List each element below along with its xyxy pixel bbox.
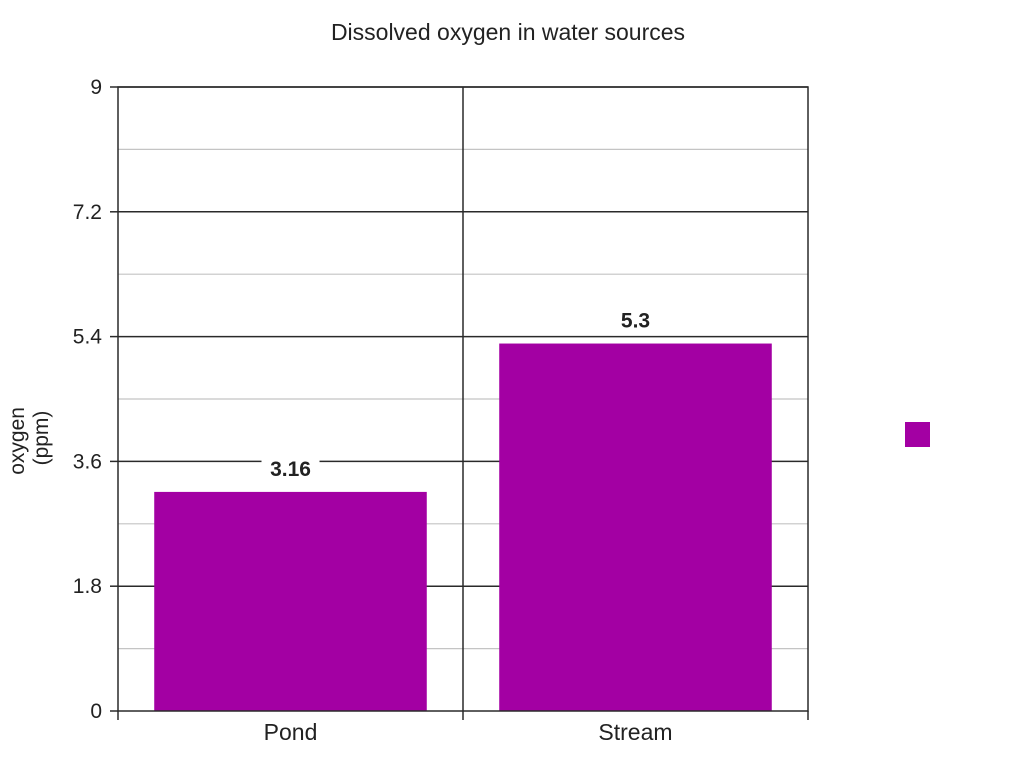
y-tick-label: 1.8 <box>73 575 102 598</box>
value-label-background <box>261 453 320 484</box>
value-label-background <box>612 305 659 336</box>
bar-stream <box>499 343 772 711</box>
y-axis-label-line-2: (ppm) <box>30 411 53 466</box>
y-axis-label: oxygen (ppm) <box>6 401 53 475</box>
bar-pond <box>154 491 427 711</box>
value-labels-group: 3.16 5.3 <box>261 305 659 484</box>
chart-title: Dissolved oxygen in water sources <box>331 19 685 45</box>
y-axis-label-line-1: oxygen <box>6 407 29 475</box>
y-tick-label: 3.6 <box>73 450 102 473</box>
y-tick-label: 5.4 <box>73 326 103 349</box>
x-tick-label: Stream <box>598 719 672 745</box>
x-tick-label: Pond <box>264 719 318 745</box>
bars-group <box>154 343 772 711</box>
value-label: 3.16 <box>270 458 311 481</box>
y-tick-labels-group: 0 1.8 3.6 5.4 7.2 9 <box>73 76 103 723</box>
x-tick-labels-group: Pond Stream <box>264 719 673 745</box>
y-tick-label: 0 <box>90 700 102 723</box>
value-label: 5.3 <box>621 310 650 333</box>
y-tick-label: 9 <box>90 76 102 99</box>
y-tick-label: 7.2 <box>73 201 102 224</box>
axes-group <box>110 86 809 720</box>
legend-swatch <box>905 422 930 447</box>
